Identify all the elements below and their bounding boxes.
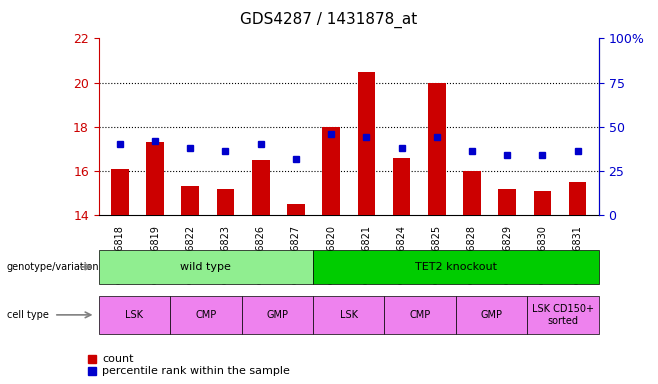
Text: count: count <box>102 354 134 364</box>
Text: LSK: LSK <box>126 310 143 320</box>
Text: wild type: wild type <box>180 262 232 272</box>
Bar <box>216 189 234 215</box>
Text: cell type: cell type <box>7 310 49 320</box>
Bar <box>357 71 375 215</box>
Bar <box>569 182 586 215</box>
Text: percentile rank within the sample: percentile rank within the sample <box>102 366 290 376</box>
Text: CMP: CMP <box>409 310 431 320</box>
Bar <box>534 191 551 215</box>
Text: LSK CD150+
sorted: LSK CD150+ sorted <box>532 304 594 326</box>
Bar <box>463 171 481 215</box>
Text: GMP: GMP <box>480 310 503 320</box>
Text: TET2 knockout: TET2 knockout <box>415 262 497 272</box>
Text: GMP: GMP <box>266 310 288 320</box>
Bar <box>146 142 164 215</box>
Bar <box>498 189 516 215</box>
Bar <box>252 160 270 215</box>
Text: LSK: LSK <box>340 310 358 320</box>
Text: genotype/variation: genotype/variation <box>7 262 99 272</box>
Bar <box>111 169 128 215</box>
Bar <box>182 186 199 215</box>
Text: GDS4287 / 1431878_at: GDS4287 / 1431878_at <box>240 12 418 28</box>
Bar <box>428 83 445 215</box>
Bar <box>287 204 305 215</box>
Bar <box>393 157 411 215</box>
Text: CMP: CMP <box>195 310 216 320</box>
Bar <box>322 127 340 215</box>
